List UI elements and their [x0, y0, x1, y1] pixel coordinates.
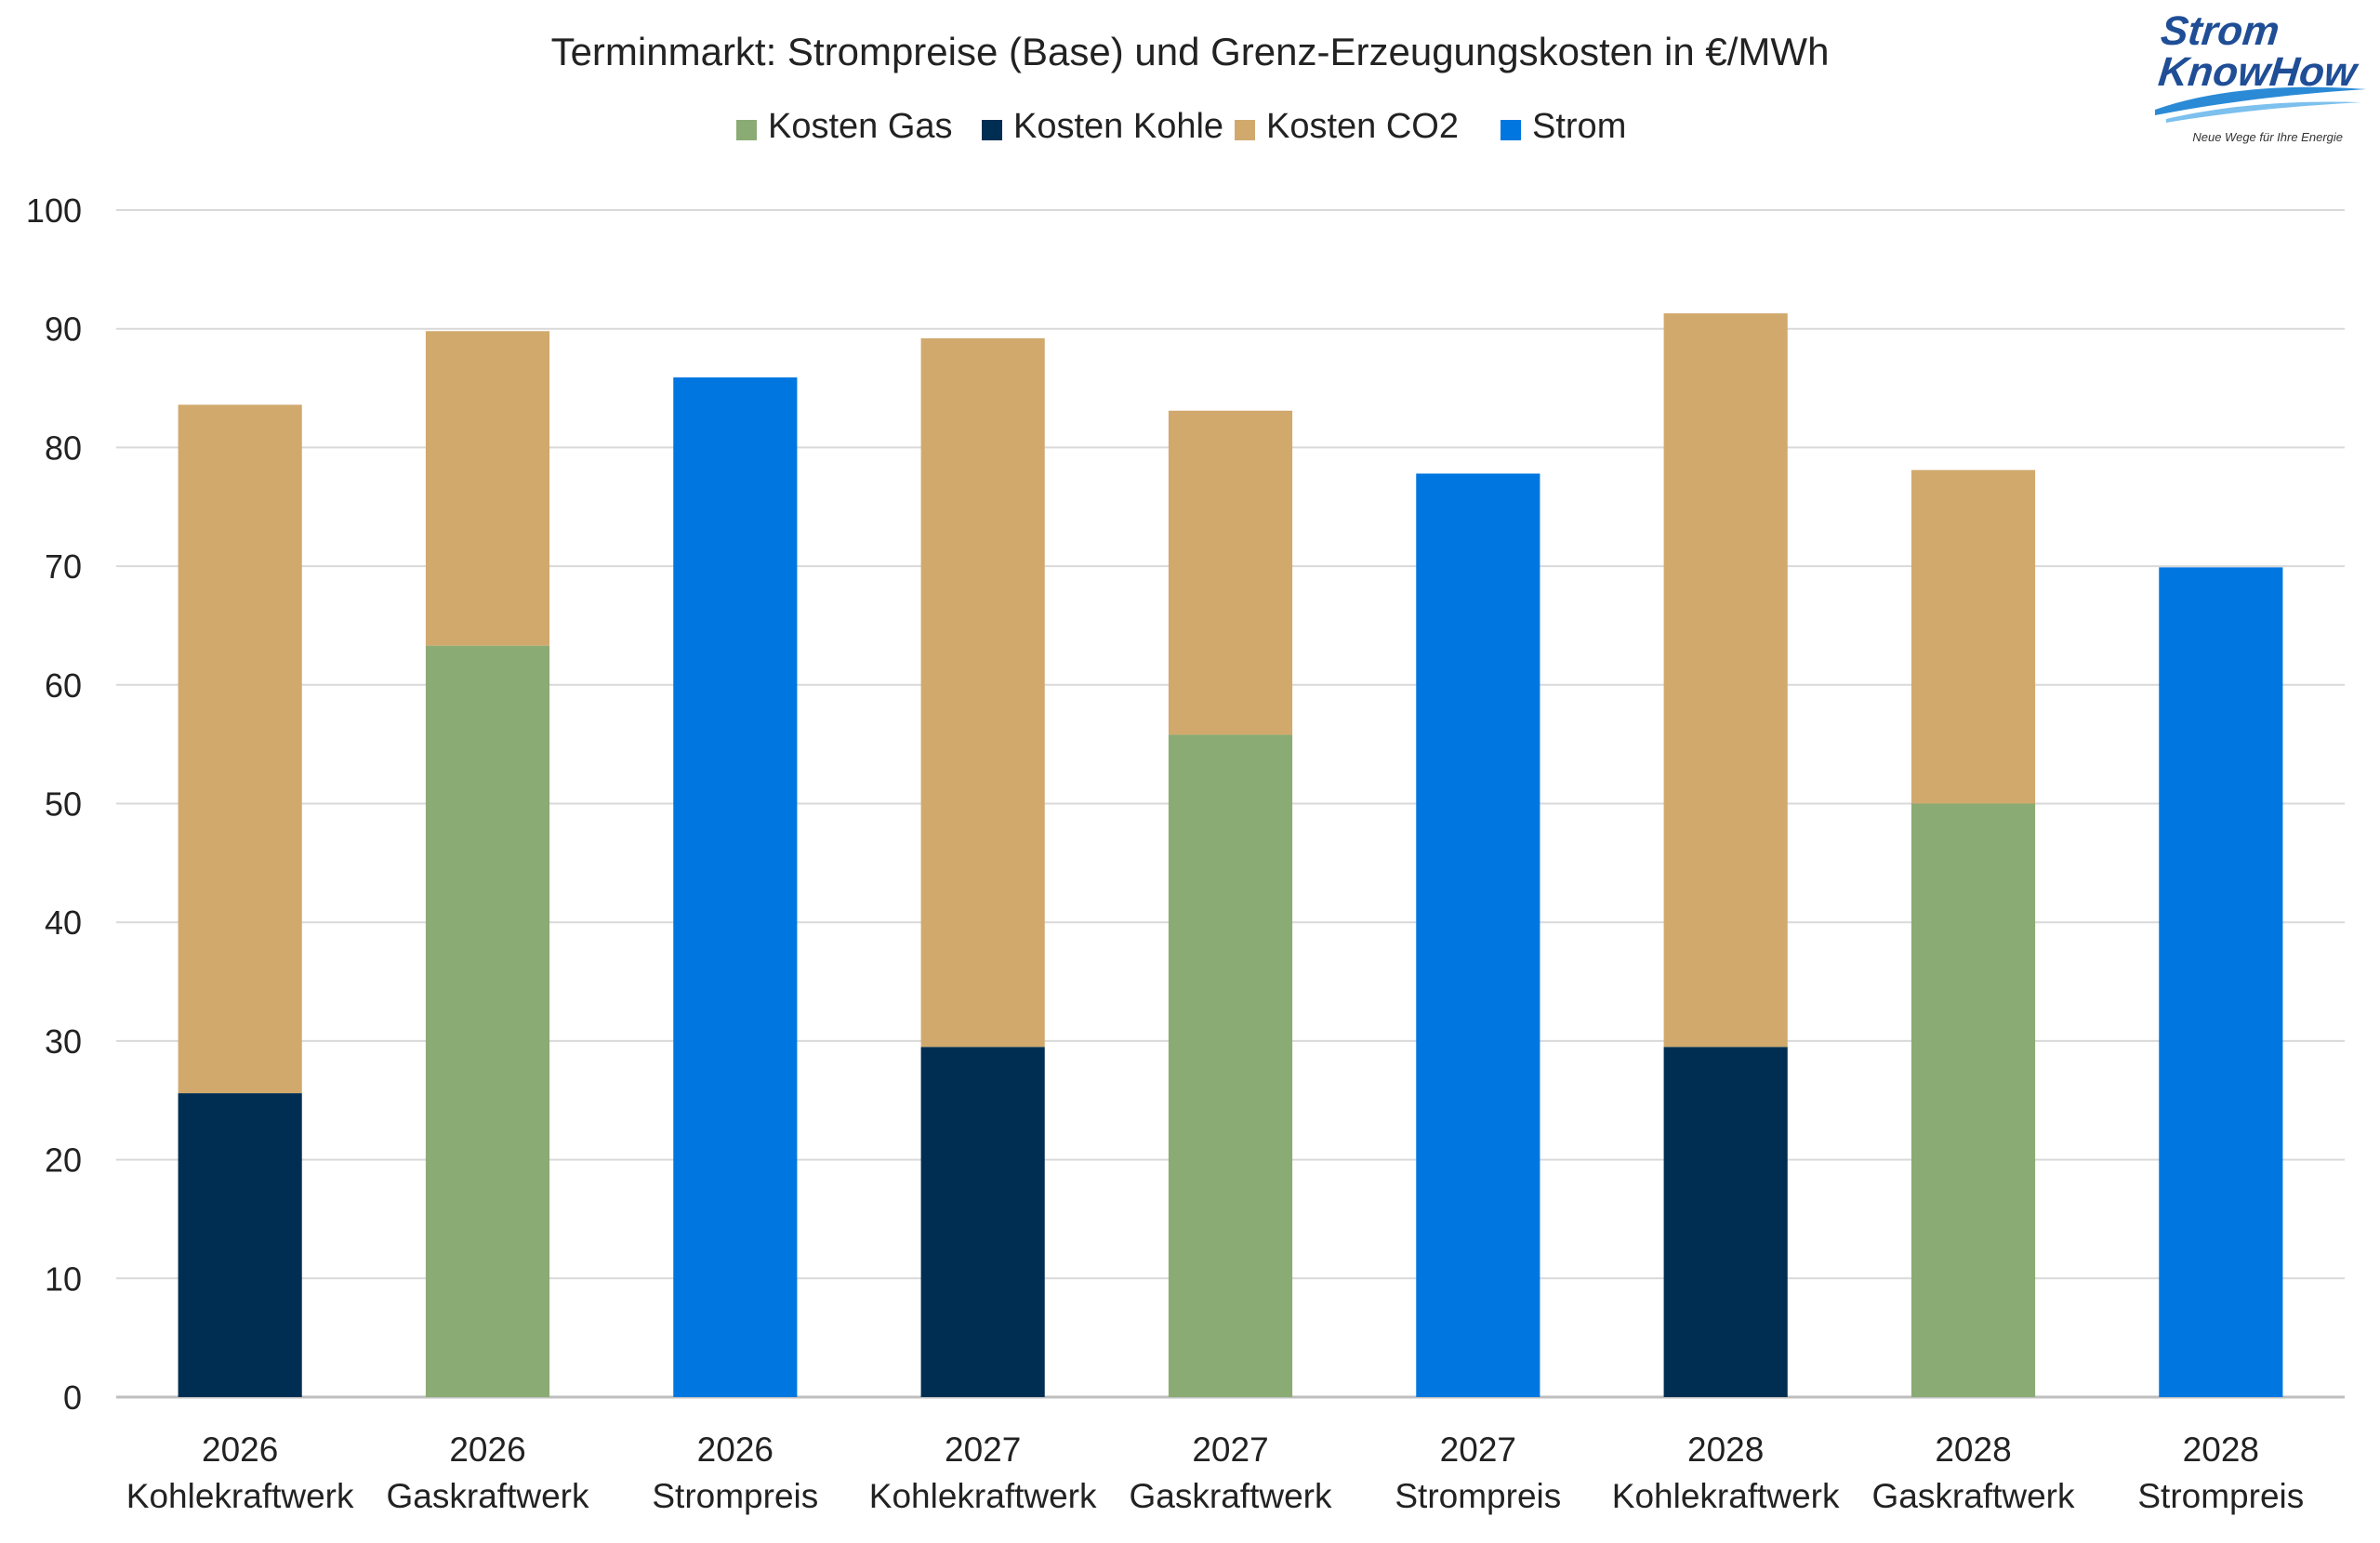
- bar-segment: Kosten Gas: 63.3: [425, 645, 550, 1397]
- legend-item: Kosten Kohle: [982, 107, 1223, 146]
- logo-line1: Strom: [2159, 8, 2281, 54]
- y-axis: 0 10 20 30 40 50 60 70 80 90 100: [26, 191, 82, 1417]
- legend-item: Strom: [1501, 107, 1626, 146]
- x-tick-label: 2027 Gaskraftwerk: [1130, 1431, 1332, 1515]
- x-tick-label: 2026 Strompreis: [652, 1431, 818, 1515]
- bar-segment: Kosten Kohle: 29.5: [1663, 1047, 1788, 1397]
- y-tick-label: 100: [26, 191, 82, 230]
- bars: Kosten Kohle: 25.6Kosten CO2: 58 Kosten G…: [178, 313, 2283, 1397]
- x-tick-label: 2028 Strompreis: [2137, 1431, 2304, 1515]
- bar-segment: Kosten CO2: 61.8: [1663, 313, 1788, 1048]
- legend-label: Kosten Gas: [768, 107, 953, 146]
- logo-line2: KnowHow: [2156, 49, 2360, 95]
- bar-segment: Strom: 77.8: [1416, 473, 1540, 1397]
- legend-label: Kosten CO2: [1266, 107, 1459, 146]
- y-tick-label: 60: [45, 666, 82, 705]
- bar-segment: Kosten CO2: 59.7: [920, 337, 1045, 1048]
- x-tick-label: 2026 Kohlekraftwerk: [126, 1431, 354, 1515]
- y-tick-label: 30: [45, 1022, 82, 1061]
- legend-swatch: [1501, 120, 1521, 140]
- legend-swatch: [1235, 120, 1255, 140]
- y-tick-label: 40: [45, 903, 82, 942]
- x-tick-label: 2027 Kohlekraftwerk: [869, 1431, 1097, 1515]
- strom-knowhow-logo: Strom KnowHow Neue Wege für Ihre Energie: [2155, 8, 2366, 144]
- y-tick-label: 90: [45, 310, 82, 349]
- logo-swoosh-icon: [2155, 86, 2366, 115]
- legend-label: Kosten Kohle: [1013, 107, 1223, 146]
- legend-item: Kosten Gas: [736, 107, 953, 146]
- logo-swoosh-thin-icon: [2166, 101, 2361, 123]
- y-tick-label: 20: [45, 1141, 82, 1180]
- bar-segment: Kosten Kohle: 29.5: [920, 1047, 1045, 1397]
- bar-segment: Kosten Gas: 50: [1911, 803, 2036, 1397]
- x-tick-label: 2028 Gaskraftwerk: [1872, 1431, 2075, 1515]
- x-tick-label: 2028 Kohlekraftwerk: [1612, 1431, 1840, 1515]
- bar-segment: Strom: 85.9: [673, 377, 798, 1397]
- y-tick-label: 10: [45, 1259, 82, 1298]
- y-tick-label: 50: [45, 785, 82, 824]
- x-tick-label: 2027 Strompreis: [1395, 1431, 1561, 1515]
- bar-segment: Strom: 69.9: [2159, 567, 2283, 1397]
- legend-label: Strom: [1532, 107, 1626, 146]
- legend-swatch: [736, 120, 757, 140]
- y-tick-label: 0: [63, 1378, 82, 1417]
- x-tick-label: 2026 Gaskraftwerk: [387, 1431, 589, 1515]
- logo-tagline: Neue Wege für Ihre Energie: [2192, 130, 2343, 144]
- y-tick-label: 80: [45, 429, 82, 467]
- legend-item: Kosten CO2: [1235, 107, 1459, 146]
- chart-title: Terminmarkt: Strompreise (Base) und Gren…: [551, 30, 1830, 73]
- bar-segment: Kosten CO2: 27.3: [1168, 410, 1293, 735]
- legend: Kosten Gas Kosten Kohle Kosten CO2 Strom: [736, 107, 1626, 146]
- bar-segment: Kosten CO2: 26.5: [425, 331, 550, 646]
- bar-segment: Kosten Kohle: 25.6: [178, 1093, 302, 1397]
- bar-segment: Kosten CO2: 28.1: [1911, 469, 2036, 804]
- y-tick-label: 70: [45, 547, 82, 586]
- x-axis: 2026 Kohlekraftwerk 2026 Gaskraftwerk 2026 St…: [126, 1431, 2304, 1515]
- bar-segment: Kosten CO2: 58: [178, 404, 302, 1094]
- legend-swatch: [982, 120, 1002, 140]
- bar-segment: Kosten Gas: 55.8: [1168, 734, 1293, 1397]
